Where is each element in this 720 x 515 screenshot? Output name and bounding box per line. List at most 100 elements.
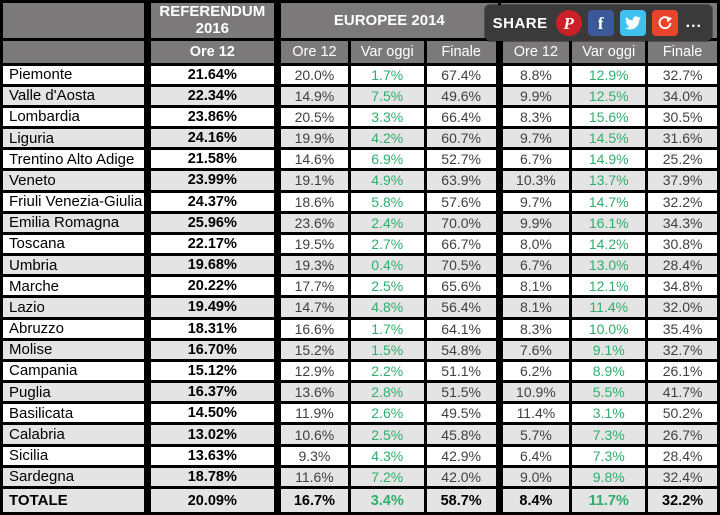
g2-finale-header: Finale [645,37,720,66]
group-europee-2014: EUROPEE 2014 [274,0,501,41]
share-arrow-icon[interactable] [651,10,678,36]
europee-finale-cell: 65.6% [423,274,501,299]
europee-finale-cell: 49.5% [423,401,501,426]
europee-ore12-cell: 16.6% [274,316,351,341]
europee-ore12-header: Ore 12 [274,37,351,66]
referendum-ore12-cell: 14.50% [143,401,280,426]
region-header-cell [0,37,149,66]
referendum-ore12-cell: 15.12% [143,358,280,384]
totale-europee-ore12: 16.7% [274,486,351,515]
g2-ore12-cell: 5.7% [495,422,573,447]
table-row: Umbria 19.68% 19.3% 0.4% 70.5% 6.7% 13.0… [0,253,720,278]
europee-finale-cell: 42.9% [423,443,501,468]
g2-varoggi-cell: 7.3% [569,422,649,447]
g2-varoggi-cell: 12.9% [569,62,649,87]
g2-finale-cell: 30.5% [645,104,720,130]
table-row: Campania 15.12% 12.9% 2.2% 51.1% 6.2% 8.… [0,358,720,384]
referendum-ore12-cell: 19.68% [143,253,280,278]
europee-ore12-cell: 14.6% [274,147,351,172]
share-label: SHARE [492,14,548,32]
g2-varoggi-cell: 5.5% [569,380,649,405]
more-icon[interactable]: ... [685,14,702,31]
europee-varoggi-cell: 2.2% [347,358,427,384]
referendum-ore12-cell: 22.17% [143,231,280,257]
g2-ore12-cell: 8.3% [495,104,573,130]
corner-cell [0,0,149,41]
europee-varoggi-cell: 7.5% [347,83,427,108]
europee-finale-cell: 51.1% [423,358,501,384]
g2-ore12-cell: 9.0% [495,464,573,490]
region-cell: Valle d'Aosta [0,83,149,108]
g2-ore12-cell: 9.7% [495,126,573,151]
referendum-ore12-cell: 19.49% [143,295,280,320]
region-cell: Abruzzo [0,316,149,341]
referendum-ore12-cell: 18.78% [143,464,280,490]
table-footer: TOTALE 20.09% 16.7% 3.4% 58.7% 8.4% 11.7… [0,486,720,515]
table-row: Emilia Romagna 25.96% 23.6% 2.4% 70.0% 9… [0,210,720,235]
europee-varoggi-cell: 0.4% [347,253,427,278]
region-cell: Lombardia [0,104,149,130]
table-row: Piemonte 21.64% 20.0% 1.7% 67.4% 8.8% 12… [0,62,720,87]
g2-finale-cell: 25.2% [645,147,720,172]
europee-varoggi-cell: 6.9% [347,147,427,172]
g2-ore12-cell: 6.7% [495,253,573,278]
g2-varoggi-cell: 15.6% [569,104,649,130]
region-cell: Emilia Romagna [0,210,149,235]
g2-ore12-cell: 8.8% [495,62,573,87]
g2-finale-cell: 50.2% [645,401,720,426]
europee-ore12-cell: 11.9% [274,401,351,426]
g2-finale-cell: 32.7% [645,337,720,362]
region-cell: Veneto [0,168,149,193]
pinterest-icon[interactable]: P [555,10,582,36]
referendum-ore12-cell: 24.16% [143,126,280,151]
europee-varoggi-header: Var oggi [347,37,427,66]
region-cell: Piemonte [0,62,149,87]
g2-varoggi-cell: 12.5% [569,83,649,108]
referendum-ore12-cell: 22.34% [143,83,280,108]
europee-varoggi-cell: 4.2% [347,126,427,151]
g2-ore12-cell: 10.3% [495,168,573,193]
referendum-ore12-cell: 16.70% [143,337,280,362]
europee-ore12-cell: 20.0% [274,62,351,87]
europee-varoggi-cell: 5.8% [347,189,427,214]
g2-ore12-cell: 8.1% [495,274,573,299]
g2-finale-cell: 37.9% [645,168,720,193]
europee-ore12-cell: 17.7% [274,274,351,299]
region-cell: Marche [0,274,149,299]
table-body: Piemonte 21.64% 20.0% 1.7% 67.4% 8.8% 12… [0,62,720,490]
europee-varoggi-cell: 4.9% [347,168,427,193]
region-cell: Basilicata [0,401,149,426]
g2-finale-cell: 30.8% [645,231,720,257]
europee-varoggi-cell: 2.7% [347,231,427,257]
table-row: Friuli Venezia-Giulia 24.37% 18.6% 5.8% … [0,189,720,214]
europee-ore12-cell: 18.6% [274,189,351,214]
europee-finale-cell: 45.8% [423,422,501,447]
europee-ore12-cell: 19.1% [274,168,351,193]
totale-g2-ore12: 8.4% [495,486,573,515]
g2-varoggi-cell: 13.0% [569,253,649,278]
europee-varoggi-cell: 1.7% [347,316,427,341]
g2-finale-cell: 32.4% [645,464,720,490]
g2-varoggi-cell: 14.7% [569,189,649,214]
europee-ore12-cell: 11.6% [274,464,351,490]
europee-ore12-cell: 19.3% [274,253,351,278]
g2-ore12-cell: 9.9% [495,83,573,108]
g2-finale-cell: 35.4% [645,316,720,341]
g2-finale-cell: 32.2% [645,189,720,214]
referendum-ore12-cell: 24.37% [143,189,280,214]
g2-finale-cell: 34.3% [645,210,720,235]
g2-varoggi-cell: 14.2% [569,231,649,257]
g2-finale-cell: 41.7% [645,380,720,405]
europee-varoggi-cell: 7.2% [347,464,427,490]
g2-varoggi-cell: 9.1% [569,337,649,362]
facebook-icon[interactable]: f [587,10,614,36]
share-widget: SHARE P f ... [484,5,712,41]
referendum-ore12-cell: 23.99% [143,168,280,193]
region-cell: Umbria [0,253,149,278]
twitter-icon[interactable] [619,10,646,36]
europee-finale-cell: 70.5% [423,253,501,278]
referendum-ore12-cell: 25.96% [143,210,280,235]
europee-finale-cell: 66.4% [423,104,501,130]
region-cell: Toscana [0,231,149,257]
